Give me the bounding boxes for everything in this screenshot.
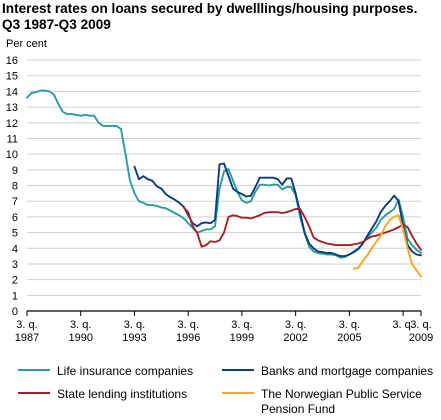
chart-title: Interest rates on loans secured by dwell…: [2, 1, 439, 33]
y-tick-label: 12: [6, 118, 18, 130]
x-tick-label-quarter: 3. q.: [70, 319, 91, 331]
x-tick-label-year: 1987: [15, 332, 39, 344]
legend-item-banks: Banks and mortgage companies: [222, 364, 433, 379]
y-tick-label: 15: [6, 71, 18, 83]
x-tick-label-year: 1990: [68, 332, 92, 344]
y-tick-label: 14: [6, 86, 18, 98]
x-tick-label-year: 2002: [283, 332, 307, 344]
series-line-1: [133, 162, 422, 258]
x-tick-label-quarter: 3. q.: [392, 319, 413, 331]
x-tick-label-quarter: 3. q.: [231, 319, 252, 331]
legend-swatch-state-lending: [18, 391, 50, 394]
chart-title-line1: Interest rates on loans secured by dwell…: [2, 1, 418, 16]
y-tick-label: 13: [6, 102, 18, 114]
x-tick-label-year: 2005: [337, 332, 361, 344]
y-tick-label: 4: [12, 243, 18, 255]
legend-item-state-lending: State lending institutions: [18, 387, 187, 402]
legend-item-life-insurance: Life insurance companies: [18, 364, 193, 379]
legend-swatch-life-insurance: [18, 368, 50, 371]
y-tick-label: 3: [12, 259, 18, 271]
x-tick-label-quarter: 3. q.: [339, 319, 360, 331]
x-tick-label-quarter: 3. q.: [16, 319, 37, 331]
y-tick-label: 11: [7, 133, 18, 145]
legend-label-pension-fund-line2: Pension Fund: [261, 402, 336, 416]
y-tick-label: 16: [6, 55, 18, 67]
x-tick-label-year: 1999: [230, 332, 254, 344]
y-tick-label: 0: [12, 306, 18, 318]
chart-title-line2: Q3 1987-Q3 2009: [2, 17, 111, 32]
grid: [27, 59, 421, 312]
x-tick-label-quarter: 3. q.: [177, 319, 198, 331]
legend-label-life-insurance: Life insurance companies: [57, 364, 194, 378]
x-tick-label-year: 1993: [122, 332, 146, 344]
y-axis-label: Per cent: [6, 38, 47, 50]
legend-label-banks: Banks and mortgage companies: [261, 364, 434, 378]
legend-label-pension-fund-line1: The Norwegian Public Service: [261, 387, 422, 401]
x-tick-label-year: 2009: [409, 332, 433, 344]
x-tick-label-quarter: 3. q.: [285, 319, 306, 331]
y-tick-label: 5: [12, 228, 18, 240]
x-tick-label-year: 1996: [176, 332, 200, 344]
y-tick-label: 7: [12, 196, 18, 208]
y-tick-label: 2: [12, 275, 18, 287]
y-tick-label: 10: [6, 149, 18, 161]
y-tick-label: 9: [12, 165, 18, 177]
x-tick-label-quarter: 3. q.: [124, 319, 145, 331]
legend-item-pension-fund: The Norwegian Public Service Pension Fun…: [222, 387, 422, 417]
legend-swatch-banks: [222, 368, 254, 371]
y-tick-label: 1: [12, 290, 18, 302]
series-line-3: [352, 214, 422, 278]
legend-swatch-pension-fund: [222, 391, 254, 394]
legend-label-state-lending: State lending institutions: [57, 387, 188, 401]
y-tick-label: 8: [12, 181, 18, 193]
y-tick-label: 6: [12, 212, 18, 224]
series-lines: [26, 89, 422, 278]
x-tick-label-quarter: 3. q.: [410, 319, 431, 331]
